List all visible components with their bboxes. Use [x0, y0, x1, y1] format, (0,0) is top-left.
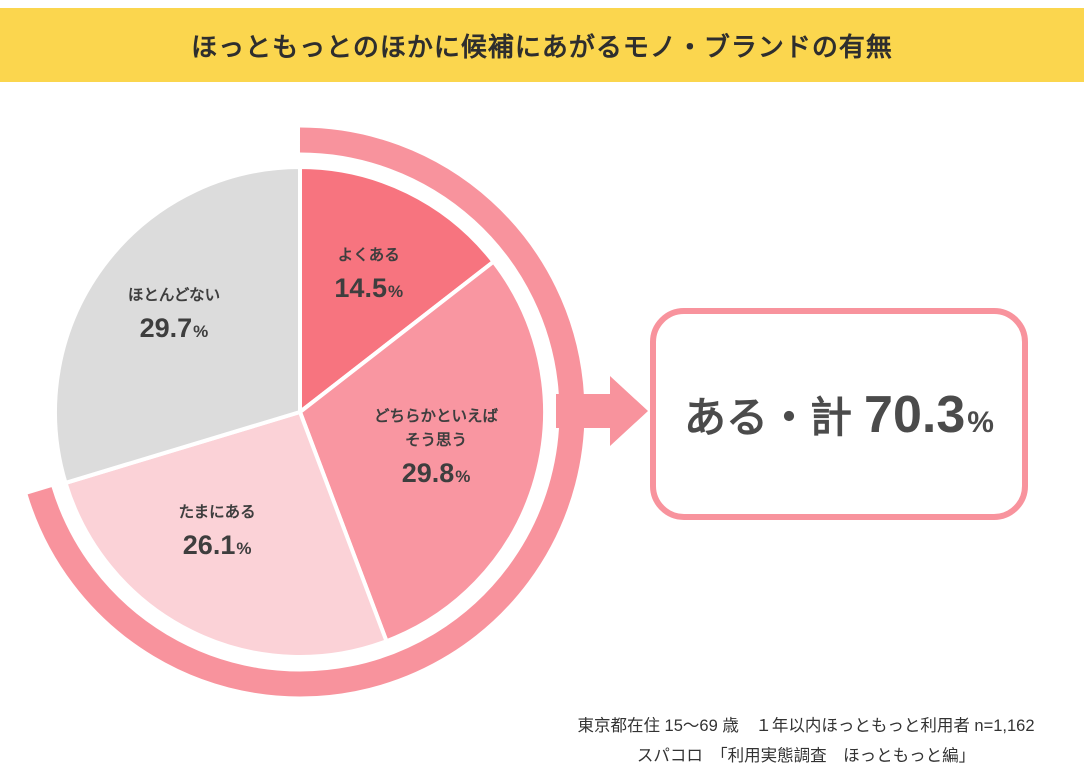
summary-text: ある・計 70.3 %: [684, 384, 994, 445]
summary-value: 70.3: [864, 385, 966, 444]
slice-label-2: どちらかといえば そう思う 29.8%: [374, 405, 498, 489]
chart-title: ほっともっとのほかに候補にあがるモノ・ブランドの有無: [191, 31, 893, 62]
slice-percentage: 26.1%: [182, 530, 252, 561]
slice-label-3: たまにある 26.1%: [179, 501, 256, 561]
highlight-arc-path: [27, 127, 585, 697]
pie-slice-3: [63, 410, 389, 659]
slice-name: ほとんどない: [127, 287, 221, 305]
highlight-arc: [27, 127, 585, 697]
slice-percentage: 29.7%: [139, 313, 209, 344]
slice-name: よくある: [337, 246, 400, 264]
source-note: 東京都在住 15〜69 歳 １年以内ほっともっと利用者 n=1,162 スパコロ…: [540, 711, 1072, 772]
arrow-icon: [556, 376, 648, 446]
pie-slice-2: [298, 259, 547, 644]
slice-percentage: 14.5%: [334, 272, 404, 303]
summary-box: ある・計 70.3 %: [650, 308, 1028, 520]
slice-label-1: よくある 14.5%: [334, 244, 403, 304]
source-line-2: スパコロ 「利用実態調査 ほっともっと編」: [636, 747, 976, 766]
summary-label: ある・計: [684, 393, 853, 441]
summary-unit: %: [967, 405, 994, 439]
pie-slice-1: [298, 165, 496, 414]
slice-name: たまにある: [178, 504, 256, 522]
banner: ほっともっとのほかに候補にあがるモノ・ブランドの有無: [0, 8, 1084, 82]
slice-name: どちらかといえば そう思う: [374, 408, 499, 450]
slice-label-4: ほとんどない 29.7%: [128, 284, 220, 344]
pie-slices: [53, 165, 547, 659]
pie-slice-4: [53, 165, 302, 485]
source-line-1: 東京都在住 15〜69 歳 １年以内ほっともっと利用者 n=1,162: [577, 716, 1035, 735]
slice-percentage: 29.8%: [401, 458, 471, 489]
